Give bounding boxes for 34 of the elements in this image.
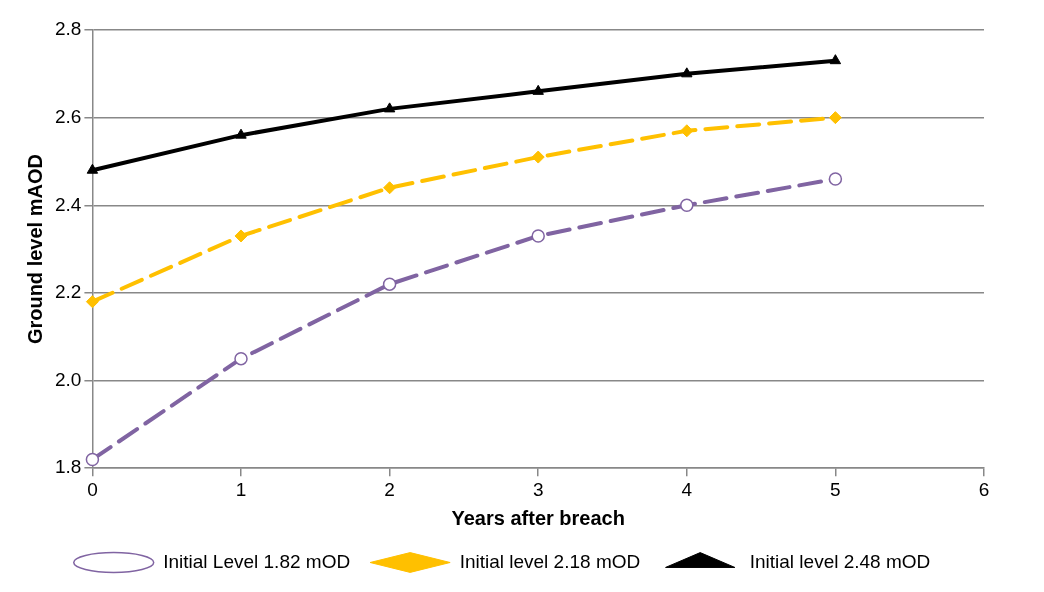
point	[680, 124, 694, 138]
point	[531, 150, 545, 164]
x-tick-label: 6	[978, 478, 990, 500]
point	[828, 172, 843, 186]
point	[383, 181, 397, 195]
point	[829, 54, 842, 65]
y-tick-label: 2.4	[54, 193, 82, 215]
legend-label: Initial level 2.18 mOD	[459, 550, 641, 572]
x-tick-label: 0	[87, 478, 98, 500]
x-tick-label: 3	[532, 478, 544, 500]
point	[531, 229, 545, 243]
x-tick-label: 4	[681, 478, 693, 500]
point	[383, 102, 396, 113]
legend-label: Initial Level 1.82 mOD	[163, 550, 351, 572]
x-tick-label: 5	[830, 478, 841, 500]
point	[382, 277, 397, 291]
point	[234, 351, 248, 366]
x-axis-title: Years after breach	[451, 506, 625, 529]
y-tick-label: 2.6	[54, 105, 82, 127]
y-tick-label: 1.8	[54, 456, 82, 478]
legend-label: Initial level 2.48 mOD	[749, 550, 931, 572]
point	[86, 163, 99, 174]
point	[234, 229, 248, 243]
y-tick-label: 2.0	[54, 368, 82, 390]
y-axis-title: Ground level mAOD	[23, 154, 46, 345]
point	[532, 84, 544, 95]
point	[235, 128, 247, 139]
point	[681, 67, 693, 78]
point	[680, 198, 694, 213]
y-tick-label: 2.8	[54, 18, 82, 40]
x-tick-label: 2	[384, 478, 395, 500]
point	[828, 111, 842, 125]
y-tick-label: 2.2	[54, 281, 82, 303]
x-tick-label: 1	[235, 478, 247, 500]
